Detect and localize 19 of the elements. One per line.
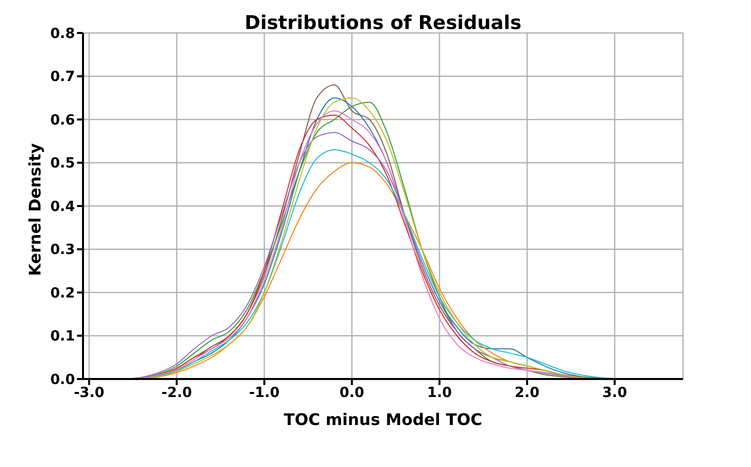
y-tick-label: 0.4: [50, 198, 76, 215]
y-tick-label: 0.2: [50, 285, 75, 302]
y-tick-label: 0.8: [50, 26, 75, 42]
y-tick-label: 0.3: [50, 242, 75, 258]
x-tick-label: -2.0: [161, 384, 192, 401]
x-tick-label: 0.0: [340, 384, 365, 401]
y-tick-label: 0.0: [50, 372, 76, 388]
y-tick-label: 0.7: [50, 69, 75, 86]
y-tick-label: 0.6: [50, 112, 75, 128]
chart-title: Distributions of Residuals: [244, 12, 522, 34]
x-tick-label: -3.0: [74, 384, 105, 401]
y-tick-label: 0.1: [50, 328, 75, 345]
x-tick-label: 2.0: [514, 384, 540, 401]
x-tick-label: -1.0: [249, 384, 280, 401]
y-tick-label: 0.5: [50, 156, 75, 172]
y-axis-title: Kernel Density: [26, 142, 45, 276]
x-axis-title: TOC minus Model TOC: [284, 410, 482, 429]
x-tick-label: 1.0: [427, 384, 452, 401]
x-tick-label: 3.0: [602, 384, 628, 401]
